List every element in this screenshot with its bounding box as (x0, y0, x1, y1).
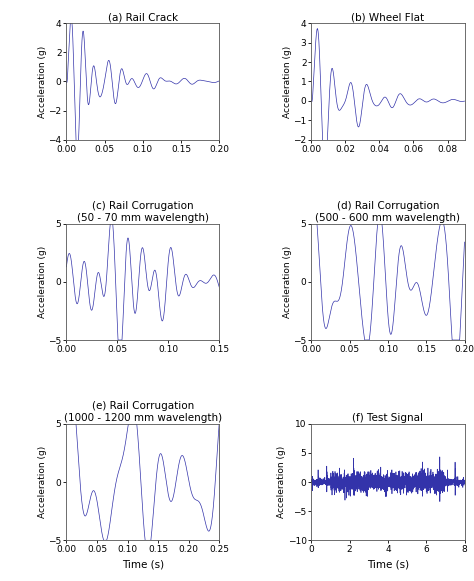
X-axis label: Time (s): Time (s) (122, 560, 164, 570)
X-axis label: Time (s): Time (s) (367, 560, 409, 570)
Y-axis label: Acceleration (g): Acceleration (g) (38, 446, 47, 518)
Title: (a) Rail Crack: (a) Rail Crack (108, 12, 178, 23)
Title: (c) Rail Corrugation
(50 - 70 mm wavelength): (c) Rail Corrugation (50 - 70 mm wavelen… (77, 201, 209, 223)
Title: (f) Test Signal: (f) Test Signal (353, 413, 423, 423)
Y-axis label: Acceleration (g): Acceleration (g) (277, 446, 286, 518)
Title: (d) Rail Corrugation
(500 - 600 mm wavelength): (d) Rail Corrugation (500 - 600 mm wavel… (316, 201, 460, 223)
Y-axis label: Acceleration (g): Acceleration (g) (38, 45, 47, 117)
Y-axis label: Acceleration (g): Acceleration (g) (38, 246, 47, 318)
Y-axis label: Acceleration (g): Acceleration (g) (283, 45, 292, 117)
Y-axis label: Acceleration (g): Acceleration (g) (283, 246, 292, 318)
Title: (b) Wheel Flat: (b) Wheel Flat (351, 12, 425, 23)
Title: (e) Rail Corrugation
(1000 - 1200 mm wavelength): (e) Rail Corrugation (1000 - 1200 mm wav… (64, 401, 222, 423)
